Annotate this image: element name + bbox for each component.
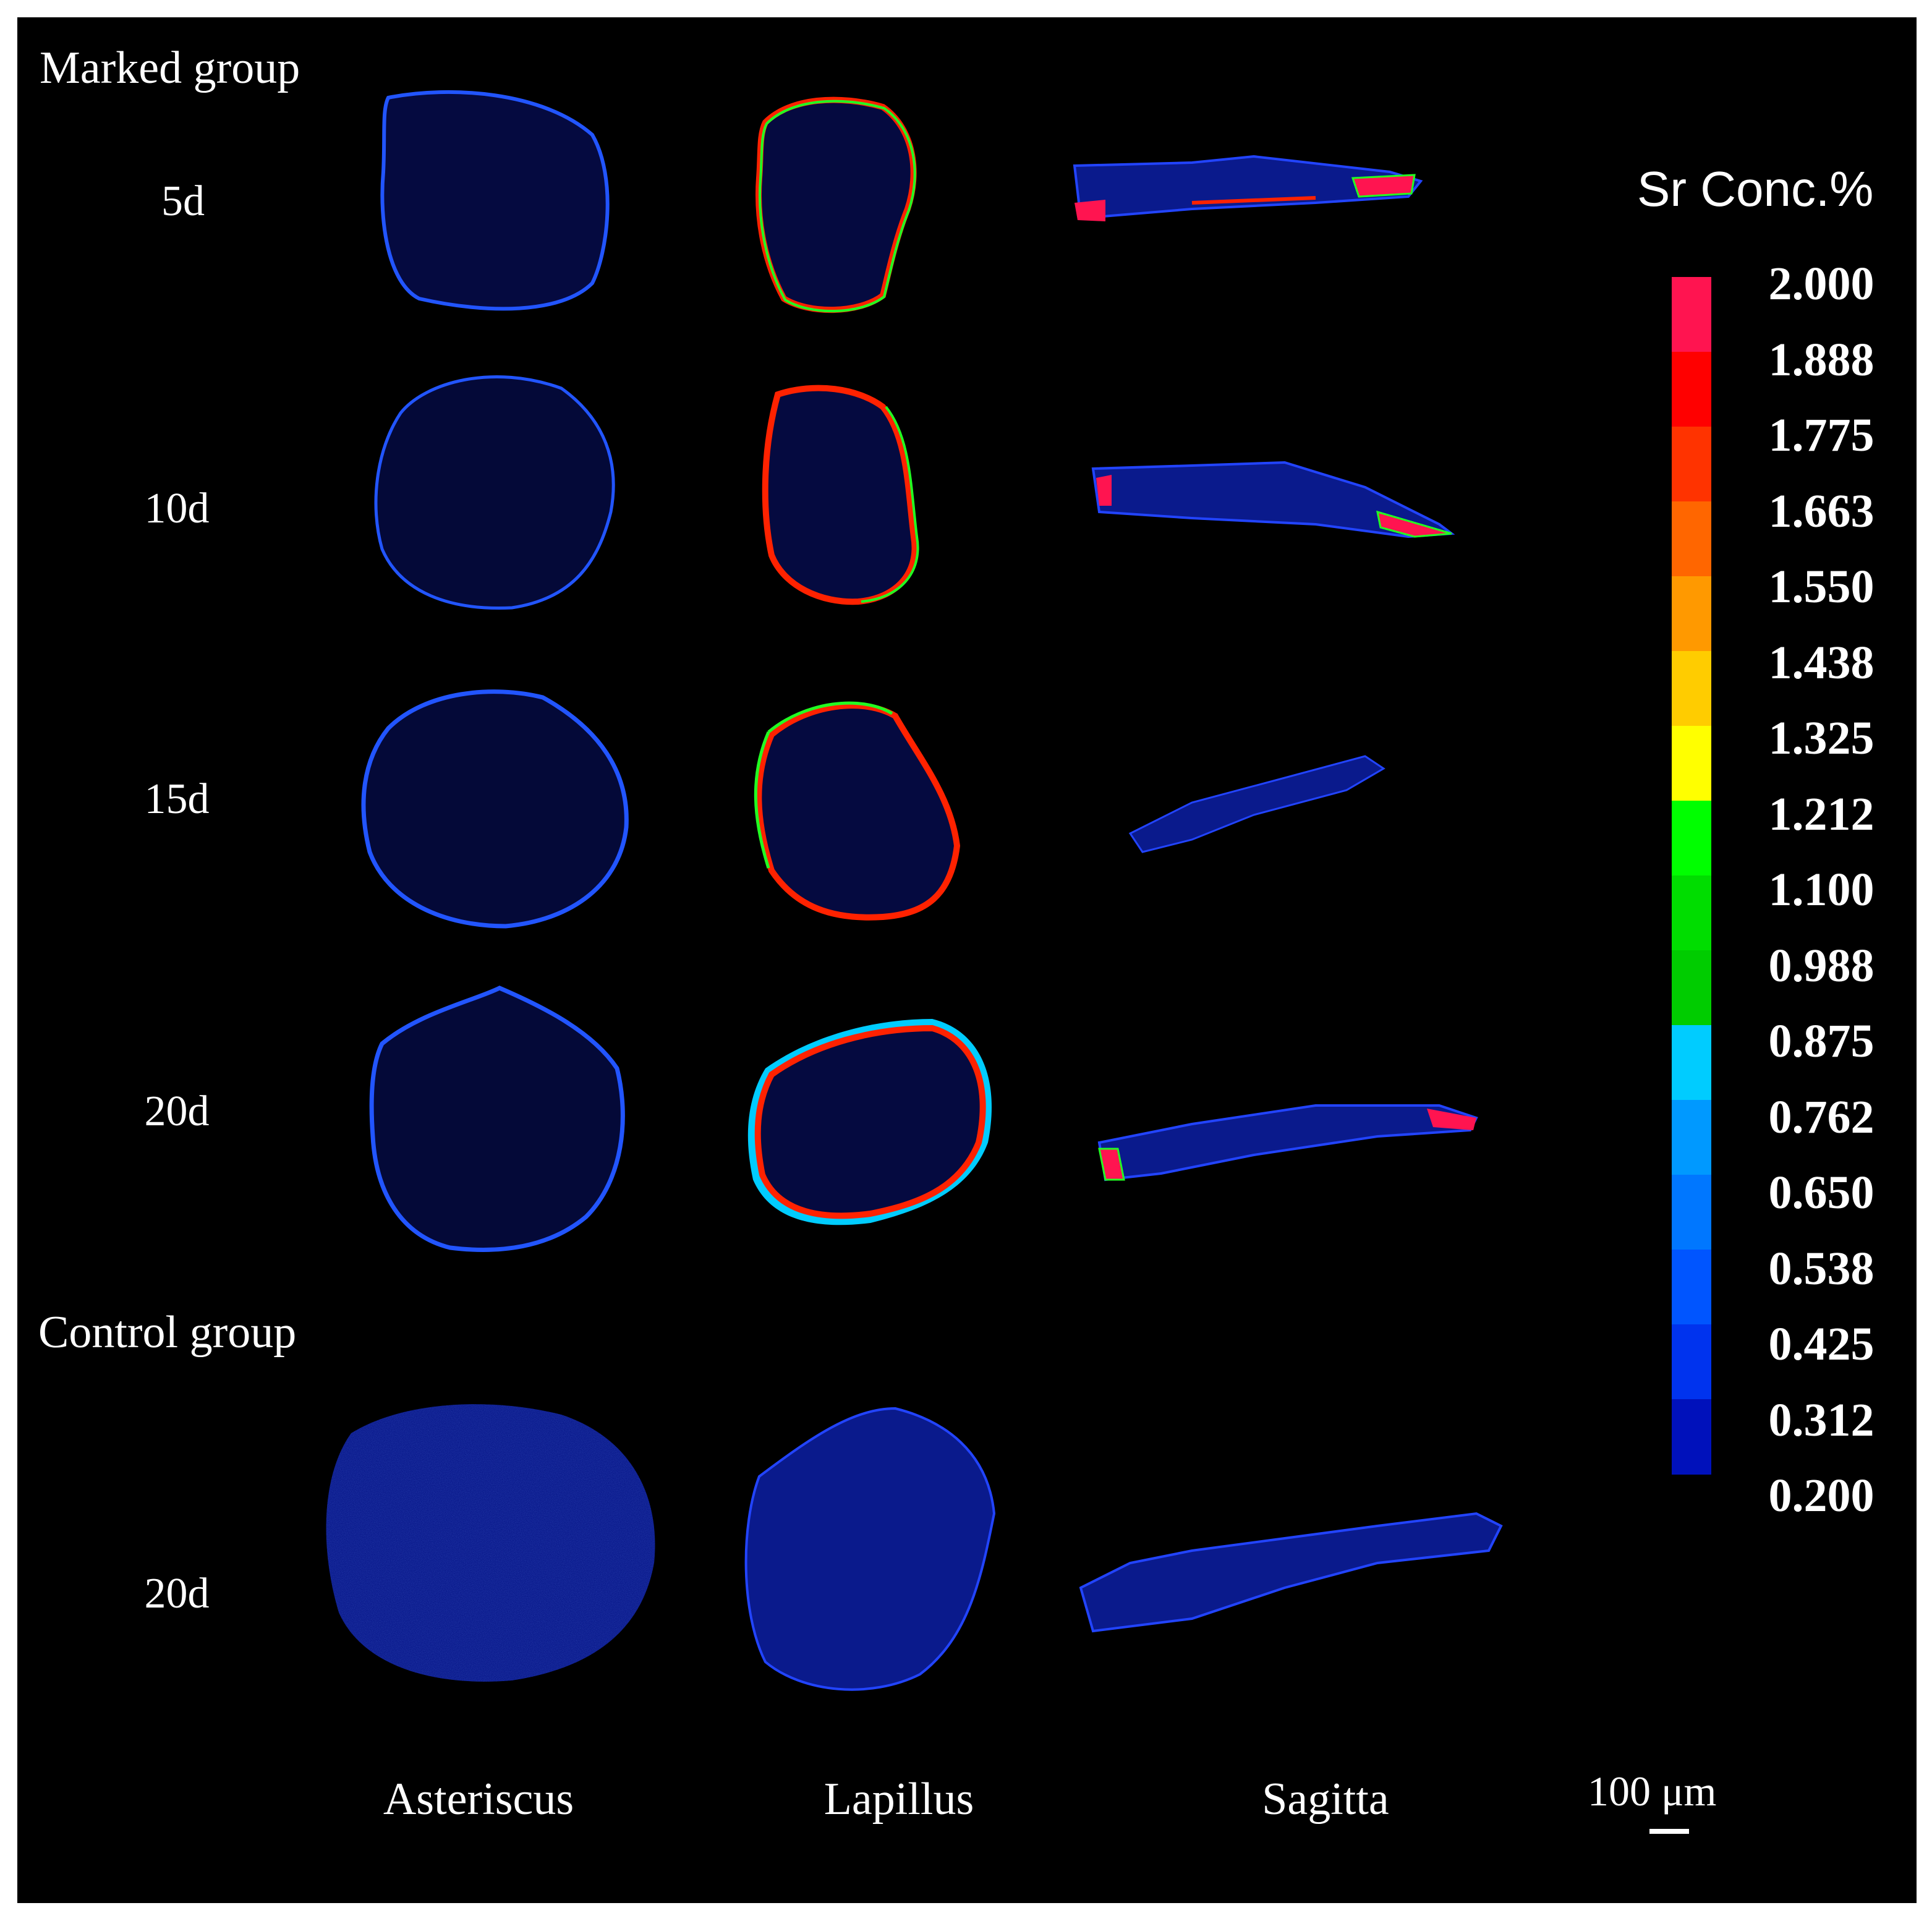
colorbar-tick-label: 1.888 [1768,333,1875,386]
colorbar-segment [1672,427,1711,502]
sagitta-5d [1073,155,1423,221]
colorbar-tick-label: 0.650 [1768,1167,1875,1219]
colorbar-segment [1672,801,1711,876]
colorbar-segment [1672,726,1711,801]
colorbar-segment [1672,875,1711,951]
colorbar-segment [1672,352,1711,427]
colorbar-segment [1672,1399,1711,1475]
asteriscus-5d [380,90,610,311]
colorbar-segment [1672,576,1711,652]
row-label: 15d [144,775,210,823]
row-label: 20d [144,1088,210,1135]
colorbar-title: Sr Conc.% [1637,161,1874,216]
sr-map-figure: Marked group Control group 5d 10d 15d 20… [17,17,1917,1903]
lapillus-15d [754,701,961,921]
colorbar-tick-label: 0.200 [1768,1470,1875,1522]
asteriscus-15d [361,689,629,929]
lapillus-10d [762,385,919,605]
colorbar-tick-label: 1.550 [1768,561,1875,613]
colorbar-tick-label: 0.425 [1768,1318,1875,1370]
scalebar-label: 100 μm [1588,1768,1717,1815]
colorbar-tick-label: 1.325 [1768,712,1875,764]
sagitta-control-20d [1079,1512,1503,1633]
asteriscus-10d [374,375,615,610]
colorbar-segment [1672,1324,1711,1400]
sagitta-10d [1091,461,1455,539]
column-label-lapillus: Lapillus [823,1774,974,1825]
asteriscus-control-20d [326,1404,655,1682]
colorbar-segment [1672,1250,1711,1325]
otolith-map-canvas [326,90,1711,1691]
control-group-label: Control group [38,1307,297,1358]
row-label: 10d [144,485,210,532]
colorbar-tick-label: 0.988 [1768,939,1875,992]
lapillus-20d [747,1019,992,1225]
lapillus-5d [755,96,917,313]
colorbar-tick-label: 1.438 [1768,636,1875,689]
marked-group-label: Marked group [40,43,300,93]
colorbar-tick-label: 0.875 [1768,1015,1875,1067]
colorbar-segment [1672,1025,1711,1101]
colorbar-tick-label: 1.663 [1768,485,1875,537]
column-label-asteriscus: Asteriscus [383,1774,574,1825]
colorbar-tick-label: 0.312 [1768,1394,1875,1446]
colorbar-segment [1672,1100,1711,1175]
colorbar-tick-label: 1.100 [1768,864,1875,916]
colorbar-tick-label: 0.538 [1768,1242,1875,1295]
asteriscus-20d [369,986,625,1252]
colorbar-tick-label: 0.762 [1768,1091,1875,1143]
colorbar-tick-label: 2.000 [1768,258,1875,310]
column-label-sagitta: Sagitta [1262,1774,1389,1825]
colorbar-tick-label: 1.775 [1768,409,1875,461]
row-label: 5d [161,177,205,225]
row-label: 20d [144,1570,210,1617]
scalebar-line [1649,1829,1689,1834]
colorbar-segment [1672,651,1711,726]
sagitta-20d [1097,1104,1478,1182]
colorbar-segment [1672,277,1711,352]
colorbar-segment [1672,1175,1711,1250]
lapillus-control-20d [744,1407,996,1691]
sagitta-15d [1128,755,1385,853]
colorbar [1672,277,1711,1475]
colorbar-segment [1672,501,1711,577]
colorbar-tick-label: 1.212 [1768,788,1875,840]
colorbar-segment [1672,950,1711,1026]
